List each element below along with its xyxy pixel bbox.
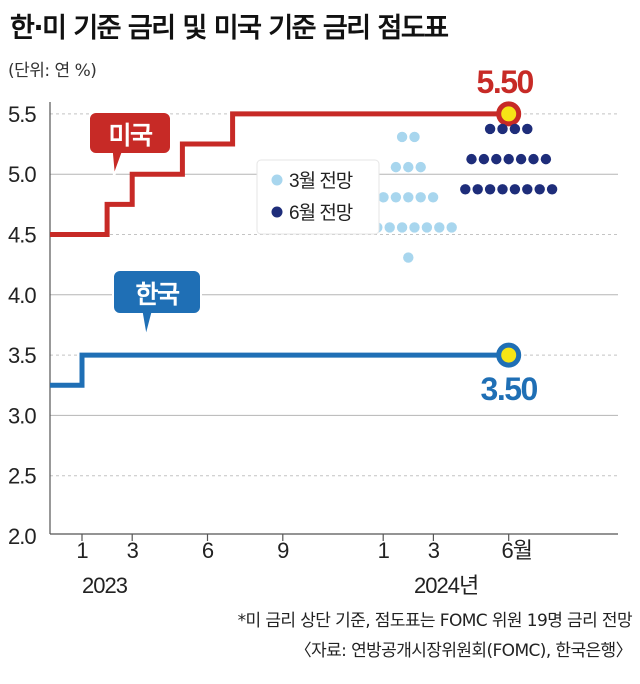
- june-projection-dot: [466, 153, 477, 165]
- march-projection-dot: [396, 222, 408, 233]
- korea-endpoint-marker: [496, 342, 522, 368]
- legend-marker: [271, 174, 283, 186]
- us-series-label: 미국: [108, 122, 153, 150]
- june-projection-dot: [484, 123, 496, 135]
- march-projection-dot: [434, 222, 445, 233]
- source-note: 〈자료: 연방공개시장위원회(FOMC), 한국은행〉: [294, 641, 633, 661]
- y-tick-label: 2.5: [8, 464, 36, 489]
- march-projection-dot: [415, 192, 426, 203]
- footnote: *미 금리 상단 기준, 점도표는 FOMC 위원 19명 금리 전망: [237, 611, 633, 631]
- y-tick-label: 5.0: [8, 162, 36, 187]
- june-projection-dot: [491, 153, 502, 165]
- us-end-value-label: 5.50: [477, 64, 534, 100]
- x-tick-label: 3: [428, 538, 440, 563]
- march-projection-dot: [384, 222, 395, 233]
- y-tick-label: 3.5: [8, 343, 36, 368]
- y-tick-label: 5.5: [8, 102, 36, 127]
- unit-label: (단위: 연 %): [8, 61, 97, 81]
- june-projection-dot: [497, 123, 508, 135]
- chart-title: 한·미 기준 금리 및 미국 기준 금리 점도표: [10, 13, 449, 44]
- june-projection-dot: [528, 153, 539, 165]
- x-tick-label: 9: [277, 538, 289, 563]
- korea-end-value-label: 3.50: [481, 371, 538, 407]
- march-projection-dot: [409, 131, 420, 143]
- march-projection-dot: [421, 222, 433, 233]
- march-projection-dot: [403, 252, 414, 263]
- korea-series-line: [50, 352, 509, 388]
- x-year-label: 2024년: [414, 573, 478, 598]
- march-projection-dot: [403, 192, 414, 203]
- korea-series-label: 한국: [135, 281, 180, 309]
- june-projection-dot: [534, 184, 545, 195]
- june-projection-dot: [546, 184, 558, 195]
- march-projection-dot: [427, 192, 439, 203]
- x-tick-label: 1: [378, 538, 390, 563]
- june-projection-dot: [515, 153, 527, 165]
- legend-marker: [271, 206, 283, 218]
- x-tick-label: 6월: [501, 538, 531, 563]
- june-projection-dot: [503, 153, 514, 165]
- x-year-label: 2023: [82, 573, 128, 598]
- march-projection-dot: [415, 161, 426, 173]
- march-projection-dot: [390, 161, 402, 173]
- korea-series-callout: [112, 269, 202, 338]
- march-projection-dot: [396, 131, 408, 143]
- june-projection-dot: [460, 184, 471, 195]
- june-projection-dot: [540, 153, 552, 165]
- june-projection-dot: [484, 184, 496, 195]
- june-projection-dot: [509, 123, 521, 135]
- june-projection-dot: [522, 123, 533, 135]
- x-tick-label: 1: [76, 538, 88, 563]
- june-projection-dot: [509, 184, 521, 195]
- x-tick-label: 6: [202, 538, 214, 563]
- march-projection-dot: [378, 192, 389, 203]
- legend-box: [256, 159, 380, 235]
- june-projection-dot: [497, 184, 508, 195]
- legend-label: 6월 전망: [289, 202, 353, 224]
- march-projection-dot: [390, 192, 402, 203]
- march-projection-dot: [409, 222, 420, 233]
- june-projection-dot: [522, 184, 533, 195]
- y-tick-label: 4.5: [8, 223, 36, 248]
- us-endpoint-marker: [496, 101, 522, 127]
- june-projection-dot: [478, 153, 490, 165]
- y-tick-label: 2.0: [8, 524, 36, 549]
- legend-label: 3월 전망: [289, 170, 353, 192]
- march-projection-dot: [403, 161, 414, 173]
- june-projection-dot: [472, 184, 483, 195]
- y-tick-label: 3.0: [8, 403, 36, 428]
- us-series-line: [50, 111, 509, 237]
- us-series-callout: [88, 111, 172, 177]
- march-projection-dot: [446, 222, 457, 233]
- x-tick-label: 3: [127, 538, 139, 563]
- y-tick-label: 4.0: [8, 283, 36, 308]
